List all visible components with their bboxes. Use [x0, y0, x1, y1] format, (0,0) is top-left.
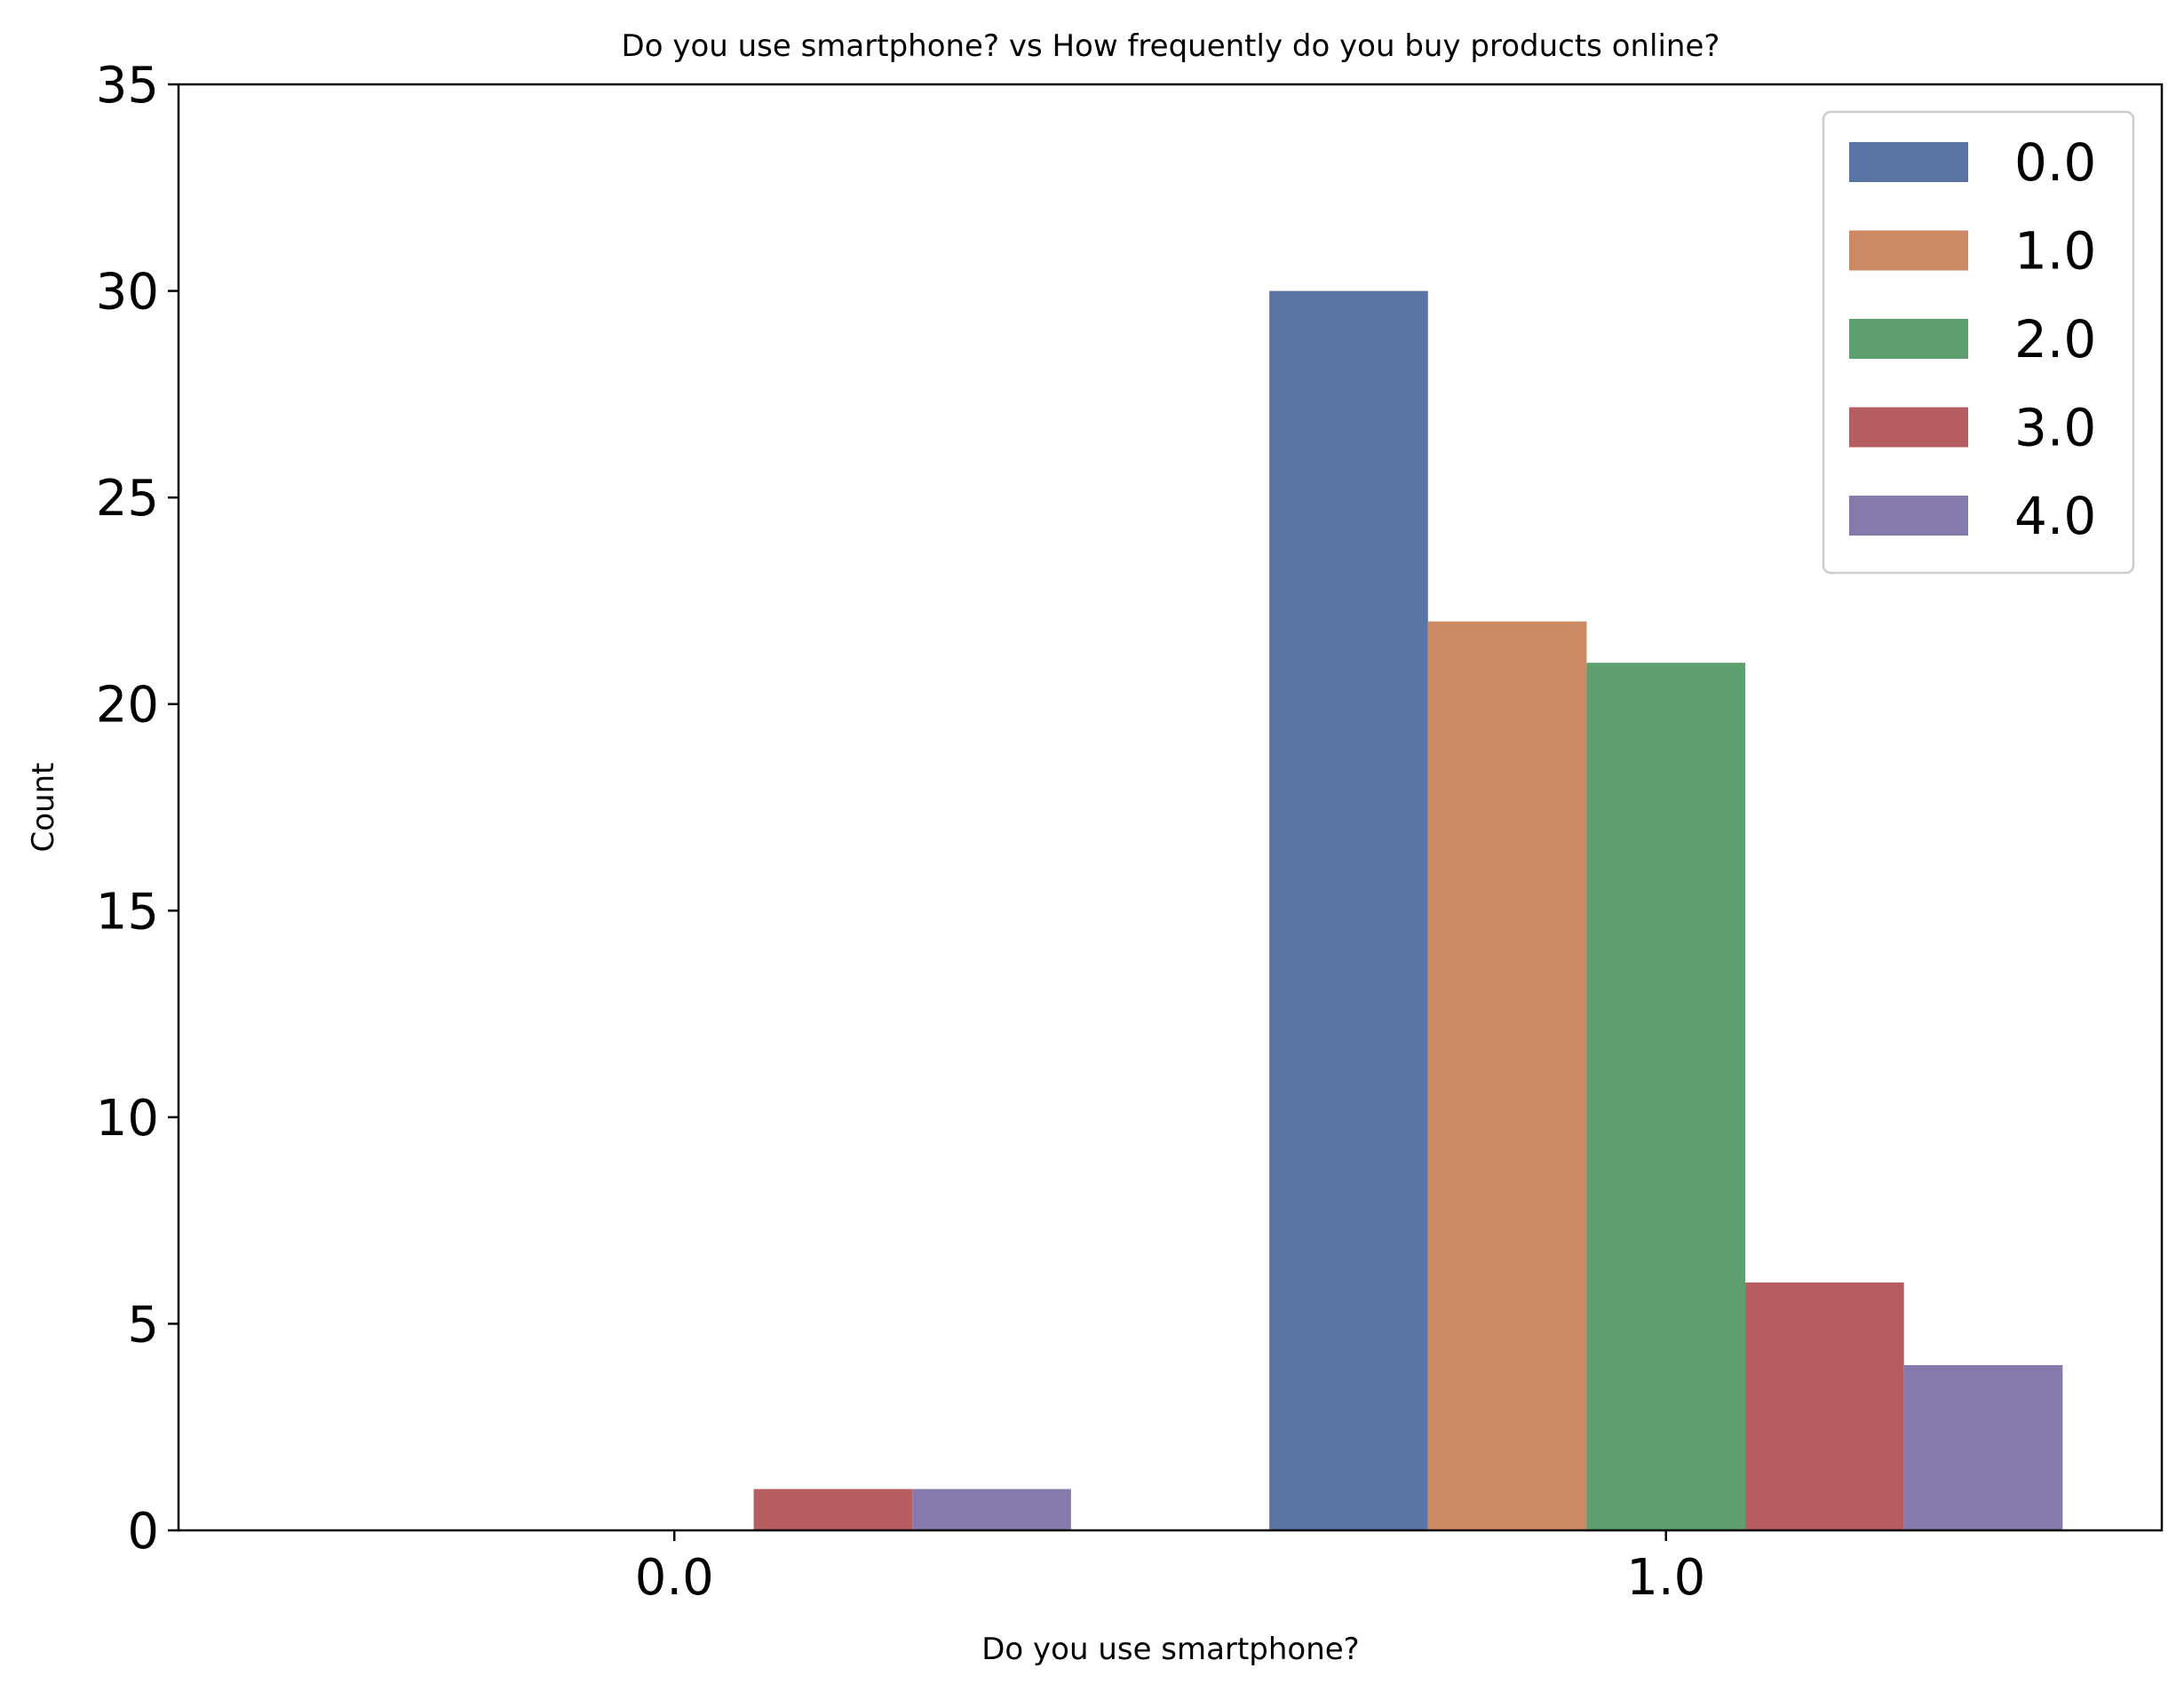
bar-4.0-at-1.0 — [1903, 1364, 2063, 1530]
bar-0.0-at-1.0 — [1269, 290, 1428, 1531]
legend-frame — [1822, 110, 2135, 575]
bars-group — [753, 290, 2063, 1531]
bar-1.0-at-1.0 — [1427, 621, 1587, 1530]
y-tick-label: 10 — [96, 1090, 159, 1148]
legend-swatch-3.0 — [1849, 407, 1968, 448]
chart-title: Do you use smartphone? vs How frequently… — [622, 28, 1720, 64]
y-axis: 0 5 10 15 20 25 30 35 — [96, 57, 179, 1561]
y-tick-label: 25 — [96, 470, 159, 528]
x-tick-label: 1.0 — [1626, 1549, 1705, 1607]
y-axis-label: Count — [26, 763, 61, 853]
y-tick-label: 15 — [96, 883, 159, 941]
legend: 0.0 1.0 2.0 3.0 4.0 — [1822, 110, 2135, 575]
legend-swatch-2.0 — [1849, 319, 1968, 359]
legend-label-2.0: 2.0 — [2014, 309, 2096, 369]
legend-label-1.0: 1.0 — [2014, 221, 2096, 282]
bar-3.0-at-0.0 — [753, 1489, 913, 1530]
legend-swatch-1.0 — [1849, 230, 1968, 271]
y-tick-label: 20 — [96, 677, 159, 735]
legend-label-3.0: 3.0 — [2014, 398, 2096, 458]
y-tick-label: 35 — [96, 57, 159, 115]
y-tick-label: 30 — [96, 264, 159, 322]
bar-3.0-at-1.0 — [1745, 1282, 1904, 1530]
legend-swatch-0.0 — [1849, 142, 1968, 182]
y-tick-label: 0 — [127, 1503, 159, 1561]
x-axis-label: Do you use smartphone? — [981, 1632, 1359, 1667]
legend-label-0.0: 0.0 — [2014, 132, 2096, 193]
x-axis: 0.0 1.0 — [635, 1530, 1705, 1607]
x-tick-label: 0.0 — [635, 1549, 714, 1607]
bar-4.0-at-0.0 — [912, 1489, 1071, 1530]
plot-frame — [177, 83, 2164, 1532]
bar-2.0-at-1.0 — [1586, 663, 1746, 1530]
y-tick-label: 5 — [127, 1296, 159, 1354]
legend-label-4.0: 4.0 — [2014, 486, 2096, 546]
legend-swatch-4.0 — [1849, 496, 1968, 536]
